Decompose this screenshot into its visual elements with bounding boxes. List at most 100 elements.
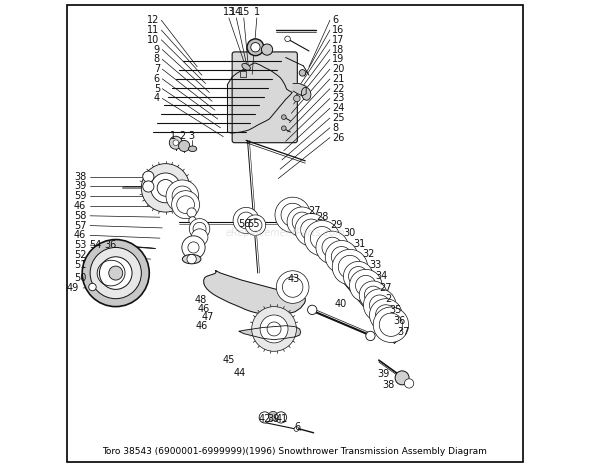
Text: 44: 44	[234, 368, 246, 378]
Circle shape	[245, 215, 266, 235]
Text: 35: 35	[389, 305, 402, 315]
Circle shape	[249, 219, 262, 232]
Circle shape	[349, 269, 382, 302]
Text: 4: 4	[154, 93, 160, 104]
Polygon shape	[228, 63, 292, 133]
Circle shape	[294, 427, 299, 432]
Circle shape	[310, 226, 334, 250]
Text: 8: 8	[154, 54, 160, 64]
Text: 29: 29	[330, 220, 342, 230]
Text: 28: 28	[316, 212, 328, 222]
Text: 17: 17	[332, 35, 345, 45]
Circle shape	[187, 208, 196, 217]
Text: 27: 27	[380, 283, 392, 292]
Circle shape	[307, 305, 317, 314]
Circle shape	[259, 412, 270, 423]
Text: 7: 7	[154, 64, 160, 74]
Text: 11: 11	[147, 25, 159, 35]
Ellipse shape	[242, 64, 250, 70]
Text: 53: 53	[74, 240, 86, 250]
Text: 6: 6	[332, 15, 339, 25]
Text: 5: 5	[154, 84, 160, 94]
Circle shape	[299, 70, 306, 76]
Text: 45: 45	[222, 355, 235, 365]
Text: 38: 38	[382, 380, 394, 390]
Circle shape	[295, 213, 327, 246]
Text: 23: 23	[332, 93, 345, 104]
Circle shape	[100, 257, 132, 290]
Text: 14: 14	[230, 7, 242, 17]
Text: 24: 24	[332, 103, 345, 113]
Circle shape	[82, 240, 149, 307]
Text: 43: 43	[288, 274, 300, 284]
Circle shape	[373, 307, 409, 342]
Circle shape	[189, 217, 196, 224]
Circle shape	[90, 248, 142, 299]
Text: 6: 6	[154, 74, 160, 84]
Text: 20: 20	[332, 64, 345, 74]
Circle shape	[292, 212, 312, 232]
Circle shape	[172, 186, 192, 206]
Circle shape	[332, 249, 368, 285]
Circle shape	[187, 255, 196, 264]
Text: 58: 58	[74, 211, 86, 221]
Text: 9: 9	[154, 44, 160, 55]
Circle shape	[268, 411, 278, 421]
Text: 48: 48	[195, 295, 207, 304]
Text: 34: 34	[375, 271, 388, 281]
Circle shape	[285, 36, 290, 42]
Text: 30: 30	[343, 228, 355, 239]
Text: 42: 42	[258, 414, 271, 424]
Circle shape	[177, 196, 195, 213]
Text: 22: 22	[332, 84, 345, 94]
Circle shape	[166, 180, 199, 212]
Circle shape	[404, 379, 414, 388]
Circle shape	[316, 231, 349, 264]
Circle shape	[369, 299, 402, 331]
Text: 49: 49	[67, 283, 79, 293]
Circle shape	[88, 283, 96, 291]
Circle shape	[260, 315, 288, 343]
Text: 31: 31	[353, 239, 365, 249]
Text: 46: 46	[196, 321, 208, 331]
Text: 50: 50	[74, 273, 86, 283]
Circle shape	[172, 191, 199, 219]
Circle shape	[304, 220, 340, 256]
Text: 39: 39	[267, 414, 279, 424]
Circle shape	[179, 141, 190, 152]
Circle shape	[251, 42, 260, 52]
Text: 46: 46	[197, 304, 209, 314]
Text: Toro 38543 (6900001-6999999)(1996) Snowthrower Transmission Assembly Diagram: Toro 38543 (6900001-6999999)(1996) Snowt…	[103, 447, 487, 456]
Circle shape	[283, 277, 303, 297]
Polygon shape	[239, 325, 300, 340]
Text: 1: 1	[254, 7, 260, 17]
Text: 39: 39	[378, 369, 389, 379]
Circle shape	[349, 267, 368, 286]
Text: 52: 52	[74, 250, 86, 260]
Text: 2: 2	[179, 131, 185, 141]
Circle shape	[379, 313, 402, 336]
Circle shape	[376, 305, 396, 325]
Circle shape	[150, 173, 181, 203]
Text: 3: 3	[189, 131, 195, 141]
Circle shape	[275, 197, 310, 233]
Circle shape	[182, 236, 205, 259]
Circle shape	[369, 295, 390, 315]
Circle shape	[363, 289, 396, 321]
Circle shape	[366, 331, 375, 340]
Text: 40: 40	[335, 299, 347, 309]
Ellipse shape	[182, 255, 201, 264]
Circle shape	[267, 322, 281, 336]
Text: 36: 36	[394, 316, 406, 326]
Polygon shape	[293, 84, 306, 96]
Circle shape	[359, 281, 387, 309]
Text: 1: 1	[170, 131, 176, 141]
Circle shape	[287, 207, 317, 237]
Circle shape	[322, 237, 342, 258]
Text: 37: 37	[398, 327, 410, 337]
Circle shape	[276, 271, 309, 304]
Text: 51: 51	[74, 260, 86, 270]
Circle shape	[300, 219, 322, 241]
Text: 38: 38	[74, 172, 86, 182]
Polygon shape	[204, 271, 305, 314]
